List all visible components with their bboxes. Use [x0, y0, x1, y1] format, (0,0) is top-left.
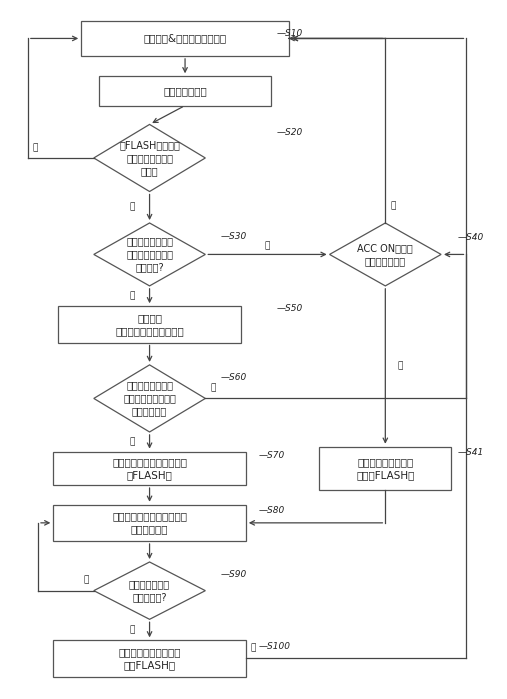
FancyBboxPatch shape [53, 452, 246, 485]
Text: —S40: —S40 [457, 233, 484, 242]
Text: 从FLASH读出的工
作模式配置是否有
确定值: 从FLASH读出的工 作模式配置是否有 确定值 [119, 140, 180, 176]
Text: 把当前工作模式配置项
写入FLASH中: 把当前工作模式配置项 写入FLASH中 [118, 647, 181, 670]
Text: 是: 是 [129, 626, 134, 634]
Text: 否: 否 [251, 644, 257, 652]
Text: —S30: —S30 [221, 232, 247, 240]
Text: ACC ON信号线
是否为有效电平: ACC ON信号线 是否为有效电平 [357, 243, 413, 266]
Polygon shape [94, 124, 205, 192]
Text: —S20: —S20 [276, 129, 303, 137]
Text: 是: 是 [33, 143, 39, 152]
FancyBboxPatch shape [319, 447, 451, 490]
FancyBboxPatch shape [81, 21, 289, 56]
Text: 否: 否 [83, 576, 89, 584]
Text: 检查工作模式是
否发生改变?: 检查工作模式是 否发生改变? [129, 579, 170, 603]
Text: 进入相应配置的工作模式并
唤醒导航主机: 进入相应配置的工作模式并 唤醒导航主机 [112, 511, 187, 535]
Text: —S70: —S70 [259, 452, 285, 460]
Polygon shape [94, 562, 205, 619]
Text: —S10: —S10 [276, 29, 303, 38]
Text: 是: 是 [129, 438, 134, 446]
FancyBboxPatch shape [58, 306, 241, 343]
Polygon shape [94, 365, 205, 432]
Text: 否: 否 [210, 384, 216, 392]
Text: —S80: —S80 [259, 506, 285, 514]
Text: —S90: —S90 [221, 570, 247, 579]
FancyBboxPatch shape [53, 640, 246, 677]
Text: 导航主机&总线适配模块睡眠: 导航主机&总线适配模块睡眠 [143, 34, 227, 43]
Text: 把总线工作模式的配置项写
入FLASH中: 把总线工作模式的配置项写 入FLASH中 [112, 456, 187, 480]
FancyBboxPatch shape [53, 505, 246, 541]
Text: 检查当前的总线收
发器是否处于总线
唤醒状态?: 检查当前的总线收 发器是否处于总线 唤醒状态? [126, 236, 173, 273]
Text: 唤醒总线适配器: 唤醒总线适配器 [163, 86, 207, 96]
Text: —S50: —S50 [276, 305, 303, 313]
Text: —S60: —S60 [221, 373, 247, 382]
Text: 否: 否 [265, 242, 270, 250]
Text: 总线唤醒
并缓冲等待一段预设时间: 总线唤醒 并缓冲等待一段预设时间 [115, 312, 184, 336]
Polygon shape [330, 223, 441, 286]
Polygon shape [94, 223, 205, 286]
Text: 检查总线消息缓冲
中是否有网络管理或
钥匙档位消息: 检查总线消息缓冲 中是否有网络管理或 钥匙档位消息 [123, 380, 176, 417]
Text: —S41: —S41 [457, 449, 484, 457]
Text: 是: 是 [129, 291, 134, 301]
Text: 否: 否 [129, 203, 134, 212]
Text: 是: 是 [398, 362, 404, 370]
Text: 否: 否 [390, 201, 396, 210]
FancyBboxPatch shape [99, 76, 271, 106]
Text: —S100: —S100 [259, 642, 291, 651]
Text: 把硬线工作模式配置
项写入FLASH中: 把硬线工作模式配置 项写入FLASH中 [356, 456, 415, 480]
